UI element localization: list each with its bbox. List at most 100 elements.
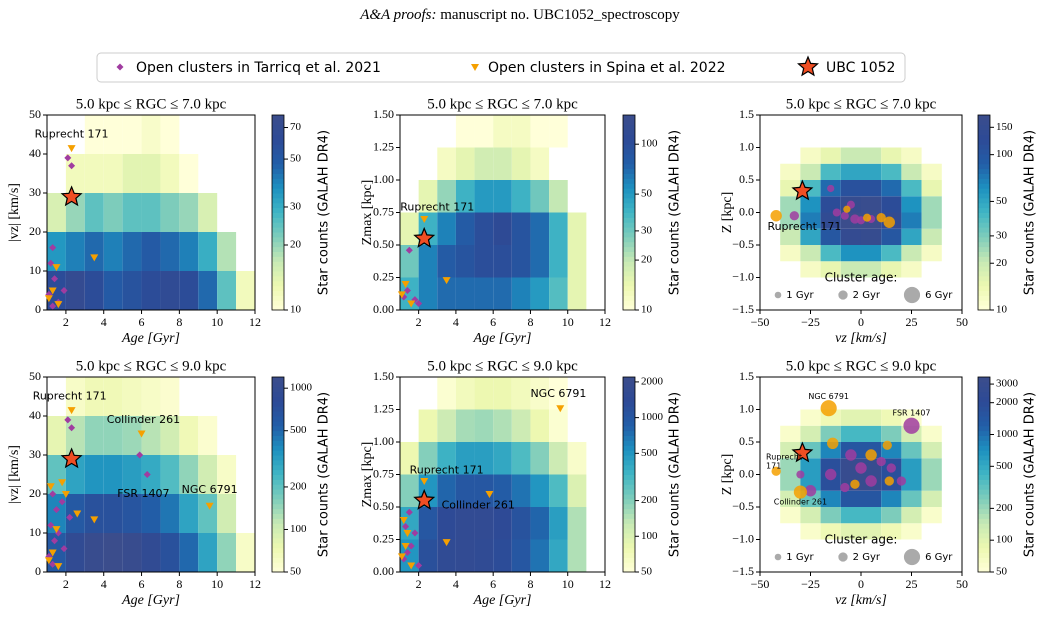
triangle-marker xyxy=(44,295,53,303)
heatmap-cell xyxy=(901,458,922,475)
triangle-marker xyxy=(407,562,416,570)
heatmap-cell xyxy=(474,539,494,572)
x-tick-label: −50 xyxy=(751,315,770,329)
journal: A&A proofs: xyxy=(359,7,436,23)
colorbar-label: Star counts (GALAH DR4) xyxy=(1023,392,1038,557)
heatmap-cell xyxy=(474,377,494,410)
heatmap-cell xyxy=(141,533,161,572)
heatmap-cell xyxy=(65,377,85,416)
heatmap-cell xyxy=(861,163,882,180)
heatmap-cell xyxy=(881,490,902,507)
size-legend-title: Cluster age: xyxy=(825,533,898,547)
heatmap-cell xyxy=(103,271,123,310)
colorbar-strip xyxy=(978,450,990,456)
star-marker xyxy=(791,179,814,201)
y-tick-label: −1.5 xyxy=(732,564,754,578)
heatmap-cell xyxy=(493,474,512,507)
y-tick-label: 30 xyxy=(29,447,41,461)
colorbar-strip xyxy=(978,552,990,558)
colorbar-strip xyxy=(272,430,284,436)
diamond-marker xyxy=(68,162,76,170)
colorbar-tick-label: 500 xyxy=(996,460,1013,472)
colorbar-strip xyxy=(272,217,284,223)
colorbar-strip xyxy=(623,295,635,301)
colorbar-strip xyxy=(978,193,990,199)
heatmap-cell xyxy=(881,147,902,164)
colorbar-strip xyxy=(272,168,284,174)
colorbar-strip xyxy=(978,178,990,184)
colorbar-tick-label: 30 xyxy=(641,224,653,236)
heatmap-cell xyxy=(549,245,568,278)
colorbar-strip xyxy=(978,222,990,228)
colorbar-strip xyxy=(623,503,635,510)
heatmap-cell xyxy=(160,533,180,572)
bubble-marker xyxy=(796,470,805,479)
colorbar-frame xyxy=(622,114,636,311)
heatmap-cell xyxy=(840,245,861,262)
heatmap-cell xyxy=(141,455,161,494)
y-tick-label: −0.5 xyxy=(732,237,754,251)
heatmap-cell xyxy=(511,474,531,507)
bubble-marker xyxy=(840,211,849,220)
annotation: Collinder 261 xyxy=(442,499,515,512)
colorbar-strip xyxy=(623,537,635,544)
heatmap-cell xyxy=(820,163,841,180)
colorbar-strip xyxy=(623,173,635,179)
colorbar-strip xyxy=(623,406,635,412)
colorbar-strip xyxy=(978,202,990,209)
colorbar-strip xyxy=(623,163,635,170)
colorbar-strip xyxy=(623,484,635,490)
heatmap-cell xyxy=(820,458,841,475)
colorbar-strip xyxy=(272,300,284,306)
colorbar-strip xyxy=(978,557,990,563)
colorbar-strip xyxy=(623,440,635,446)
colorbar-tick-label: 20 xyxy=(641,254,653,266)
triangle-marker xyxy=(137,430,146,438)
heatmap-cell xyxy=(455,409,475,442)
heatmap-cell xyxy=(549,409,568,442)
heatmap-cell xyxy=(418,409,438,442)
legend-marker xyxy=(797,55,819,77)
colorbar-frame xyxy=(977,376,991,573)
heatmap-cell xyxy=(549,507,568,540)
heatmap-cell xyxy=(122,533,142,572)
heatmap-cell xyxy=(800,458,821,475)
heatmap-cell xyxy=(800,212,821,229)
triangle-marker xyxy=(442,277,451,285)
heatmap-cell xyxy=(901,474,922,491)
heatmap-cell xyxy=(820,228,841,245)
diamond-marker xyxy=(407,542,415,550)
heatmap-cell xyxy=(800,245,821,262)
colorbar-strip xyxy=(623,494,635,500)
colorbar-strip xyxy=(623,134,635,140)
heatmap-cell xyxy=(84,416,104,455)
bubble-marker xyxy=(840,482,850,493)
annotation: Ruprecht 171 xyxy=(33,390,107,403)
colorbar-strip xyxy=(623,420,635,427)
colorbar-strip xyxy=(623,124,635,131)
heatmap-cell xyxy=(901,245,922,262)
bubble-marker xyxy=(884,476,894,486)
colorbar-strip xyxy=(978,435,990,441)
heatmap-cell xyxy=(474,277,494,310)
y-tick-label: 50 xyxy=(29,107,41,121)
heatmap-cell xyxy=(530,442,550,475)
x-tick-label: 2 xyxy=(416,577,422,591)
colorbar-strip xyxy=(978,547,990,553)
colorbar-strip xyxy=(272,411,284,417)
colorbar-tick-label: 50 xyxy=(996,566,1008,578)
legend-marker xyxy=(471,64,479,71)
colorbar-strip xyxy=(978,416,990,422)
colorbar-strip xyxy=(623,381,635,388)
heatmap-cell xyxy=(437,507,456,540)
diamond-marker xyxy=(60,287,68,294)
heatmap-cell xyxy=(437,180,456,213)
colorbar-strip xyxy=(272,420,284,427)
heatmap-cell xyxy=(861,261,882,278)
heatmap-cell xyxy=(493,147,512,180)
heatmap-cell xyxy=(881,409,902,426)
colorbar-strip xyxy=(978,280,990,287)
heatmap-cell xyxy=(549,180,568,213)
colorbar-strip xyxy=(272,498,284,505)
